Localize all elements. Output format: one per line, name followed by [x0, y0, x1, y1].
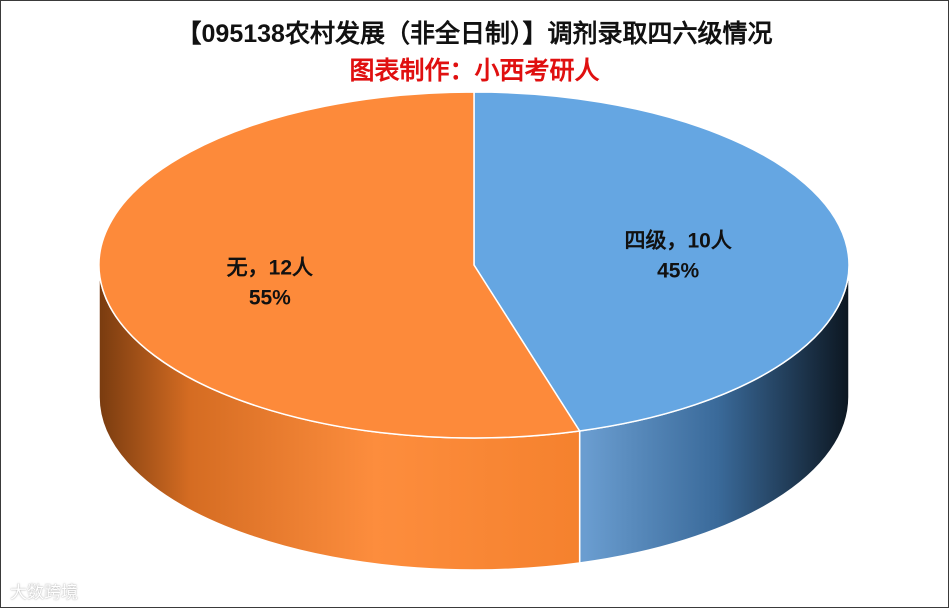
watermark-text: 大数跨境: [10, 583, 78, 603]
chart-subtitle: 图表制作：小西考研人: [349, 57, 600, 85]
chart-title: 【095138农村发展（非全日制）】调剂录取四六级情况: [176, 20, 773, 48]
pie-labels: 四级，10人 45% 无，12人 55%: [227, 228, 732, 309]
slice-label-1: 无，12人: [227, 257, 313, 280]
slice-percent-1: 55%: [249, 287, 291, 310]
slice-label-0: 四级，10人: [624, 228, 731, 252]
pie-slice-1: [98, 91, 581, 439]
slice-percent-0: 45%: [657, 259, 699, 282]
pie-tops: [98, 91, 850, 439]
pie-slice-0: [473, 91, 850, 432]
